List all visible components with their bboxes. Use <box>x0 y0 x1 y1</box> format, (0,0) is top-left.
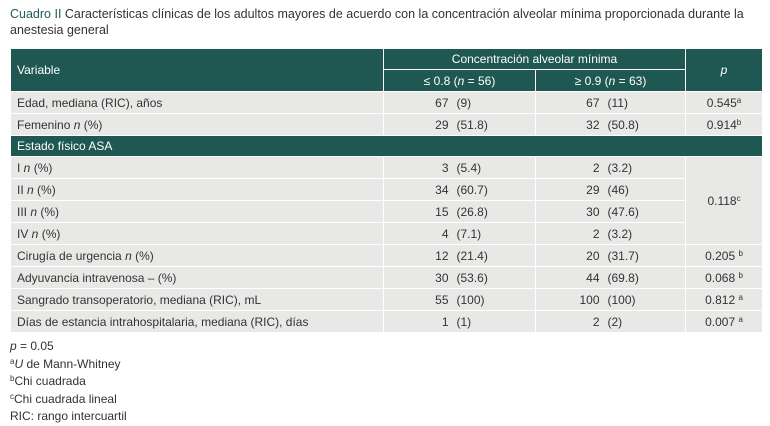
row-label: I n (%) <box>10 156 384 179</box>
footnote-a: aU de Mann-Whitney <box>10 356 121 371</box>
footnote-c: cChi cuadrada lineal <box>10 391 117 406</box>
row-label: Días de estancia intrahospitalaria, medi… <box>10 310 384 333</box>
header-col-high: ≥ 0.9 (n = 63) <box>534 69 687 92</box>
footnote-p: p = 0.05 <box>10 339 54 353</box>
row-label: III n (%) <box>10 200 384 223</box>
cell-low: 34 (60.7) <box>383 178 536 201</box>
cell-high: 20 (31.7) <box>534 244 687 267</box>
table-caption: Cuadro II Características clínicas de lo… <box>10 6 760 38</box>
cell-p: 0.812 a <box>685 288 764 311</box>
cell-low: 30 (53.6) <box>383 266 536 289</box>
cell-p: 0.914b <box>685 113 764 136</box>
table-footnotes: p = 0.05 aU de Mann-Whitney bChi cuadrad… <box>10 338 127 426</box>
cell-high: 2 (2) <box>534 310 687 333</box>
cell-high: 67 (11) <box>534 91 687 114</box>
table-row-estancia: Días de estancia intrahospitalaria, medi… <box>10 310 764 333</box>
characteristics-table: Variable Concentración alveolar mínima p… <box>9 48 764 333</box>
cell-p-asa: 0.118c <box>685 156 764 245</box>
caption-label: Cuadro II <box>10 7 62 21</box>
header-group: Concentración alveolar mínima <box>382 48 687 70</box>
header-variable: Variable <box>10 48 384 92</box>
cell-low: 55 (100) <box>383 288 536 311</box>
cell-high: 2 (3.2) <box>534 222 687 245</box>
row-label: Cirugía de urgencia n (%) <box>10 244 384 267</box>
caption-text: Características clínicas de los adultos … <box>10 7 744 37</box>
cell-high: 2 (3.2) <box>534 156 687 179</box>
cell-p: 0.068 b <box>685 266 764 289</box>
cell-p: 0.007 a <box>685 310 764 333</box>
row-label: IV n (%) <box>10 222 384 245</box>
footnote-b: bChi cuadrada <box>10 374 86 388</box>
table-row-asa-1: I n (%) 3 (5.4) 2 (3.2) 0.118c <box>10 156 764 245</box>
cell-high: 29 (46) <box>534 178 687 201</box>
section-row-asa: Estado físico ASA <box>9 135 764 157</box>
cell-p: 0.545a <box>685 91 764 114</box>
cell-high: 44 (69.8) <box>534 266 687 289</box>
row-label: II n (%) <box>10 178 384 201</box>
table-row-edad: Edad, mediana (RIC), años 67 (9) 67 (11) 0… <box>10 91 764 114</box>
cell-low: 1 (1) <box>383 310 536 333</box>
cell-low: 12 (21.4) <box>383 244 536 267</box>
row-label: Femenino n (%) <box>10 113 384 136</box>
table-row-asa-4: IV n (%) 4 (7.1) 2 (3.2) <box>10 222 763 245</box>
row-label: Sangrado transoperatorio, mediana (RIC),… <box>10 288 384 311</box>
cell-low: 4 (7.1) <box>383 222 536 245</box>
cell-high: 32 (50.8) <box>534 113 687 136</box>
table-row-sangrado: Sangrado transoperatorio, mediana (RIC),… <box>10 288 764 311</box>
cell-low: 67 (9) <box>383 91 536 114</box>
cell-high: 30 (47.6) <box>534 200 687 223</box>
row-label: Edad, mediana (RIC), años <box>10 91 384 114</box>
table-row-adyuvancia: Adyuvancia intravenosa – (%) 30 (53.6) 44… <box>10 266 764 289</box>
cell-high: 100 (100) <box>534 288 687 311</box>
header-col-low: ≤ 0.8 (n = 56) <box>383 69 536 92</box>
table-row-femenino: Femenino n (%) 29 (51.8) 32 (50.8) 0.914b <box>10 113 764 136</box>
header-p: p <box>685 48 764 92</box>
table-row-asa-3: III n (%) 15 (26.8) 30 (47.6) <box>10 200 763 223</box>
cell-p: 0.205 b <box>685 244 764 267</box>
cell-low: 29 (51.8) <box>383 113 536 136</box>
cell-low: 3 (5.4) <box>383 156 536 179</box>
cell-low: 15 (26.8) <box>383 200 536 223</box>
section-title: Estado físico ASA <box>9 135 764 157</box>
footnote-ric: RIC: rango intercuartil <box>10 409 127 423</box>
table-row-urgencia: Cirugía de urgencia n (%) 12 (21.4) 20 (31… <box>10 244 764 267</box>
table-row-asa-2: II n (%) 34 (60.7) 29 (46) <box>10 178 763 201</box>
row-label: Adyuvancia intravenosa – (%) <box>10 266 384 289</box>
